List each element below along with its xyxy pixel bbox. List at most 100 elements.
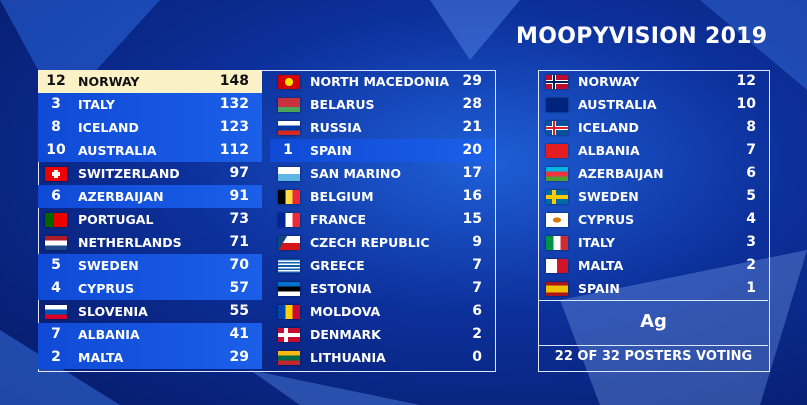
total-score: 9 (472, 234, 482, 250)
total-score: 17 (462, 165, 482, 181)
flag (278, 98, 300, 112)
flag (278, 236, 300, 250)
standing-row: RUSSIA 21 (270, 116, 494, 139)
country-name: CZECH REPUBLIC (310, 235, 430, 250)
flag (45, 236, 67, 250)
points-given: 1 (746, 280, 756, 296)
country-name: CYPRUS (78, 281, 135, 296)
vote-row: AUSTRALIA 10 (538, 93, 768, 116)
country-name: ITALY (78, 97, 115, 112)
standing-row: ESTONIA 7 (270, 277, 494, 300)
standing-row: SWITZERLAND 97 (38, 162, 262, 185)
points-given: 5 (746, 188, 756, 204)
flag (278, 259, 300, 273)
standing-row: 10 AUSTRALIA 112 (38, 139, 262, 162)
standing-row: 5 SWEDEN 70 (38, 254, 262, 277)
country-name: AZERBAIJAN (78, 189, 164, 204)
vote-row: MALTA 2 (538, 254, 768, 277)
total-score: 70 (229, 257, 249, 273)
voting-status: 22 OF 32 POSTERS VOTING (554, 349, 753, 364)
total-score: 15 (462, 211, 482, 227)
points-given: 6 (746, 165, 756, 181)
total-score: 16 (462, 188, 482, 204)
flag (546, 75, 568, 89)
flag (278, 121, 300, 135)
total-score: 0 (472, 349, 482, 365)
scoreboard-panel (38, 70, 496, 372)
flag (546, 259, 568, 273)
vote-row: SPAIN 1 (538, 277, 768, 300)
flag (45, 167, 67, 181)
total-score: 91 (229, 188, 249, 204)
standing-row: FRANCE 15 (270, 208, 494, 231)
standing-row: 4 CYPRUS 57 (38, 277, 262, 300)
total-score: 55 (229, 303, 249, 319)
standing-row: SAN MARINO 17 (270, 162, 494, 185)
total-score: 28 (462, 96, 482, 112)
country-name: ICELAND (78, 120, 139, 135)
country-name: MALTA (578, 258, 624, 273)
total-score: 20 (462, 142, 482, 158)
flag (546, 213, 568, 227)
standing-row: 6 AZERBAIJAN 91 (38, 185, 262, 208)
country-name: BELGIUM (310, 189, 374, 204)
points-awarded: 7 (51, 326, 61, 342)
voting-panel (538, 70, 770, 372)
title: MOOPYVISION 2019 (516, 24, 768, 49)
standing-row: 3 ITALY 132 (38, 93, 262, 116)
flag (546, 121, 568, 135)
total-score: 112 (219, 142, 249, 158)
standing-row: NETHERLANDS 71 (38, 231, 262, 254)
standing-row: SLOVENIA 55 (38, 300, 262, 323)
total-score: 29 (462, 73, 482, 89)
standing-row: 7 ALBANIA 41 (38, 323, 262, 346)
points-awarded: 4 (51, 280, 61, 296)
country-name: NORWAY (78, 74, 140, 89)
standing-row: GREECE 7 (270, 254, 494, 277)
country-name: ALBANIA (578, 143, 640, 158)
flag (546, 282, 568, 296)
country-name: ITALY (578, 235, 615, 250)
standing-row: 8 ICELAND 123 (38, 116, 262, 139)
flag (278, 167, 300, 181)
vote-row: ICELAND 8 (538, 116, 768, 139)
standing-row: DENMARK 2 (270, 323, 494, 346)
points-awarded: 6 (51, 188, 61, 204)
points-awarded: 12 (46, 73, 66, 89)
flag (546, 236, 568, 250)
flag (546, 190, 568, 204)
total-score: 6 (472, 303, 482, 319)
flag (45, 305, 67, 319)
flag (278, 190, 300, 204)
total-score: 97 (229, 165, 249, 181)
standing-row: BELGIUM 16 (270, 185, 494, 208)
points-given: 12 (736, 73, 756, 89)
country-name: AUSTRALIA (578, 97, 657, 112)
divider (538, 345, 768, 346)
flag (278, 282, 300, 296)
vote-row: AZERBAIJAN 6 (538, 162, 768, 185)
country-name: SPAIN (578, 281, 620, 296)
flag (278, 75, 300, 89)
country-name: ICELAND (578, 120, 639, 135)
flag (278, 213, 300, 227)
flag (278, 305, 300, 319)
total-score: 7 (472, 257, 482, 273)
standing-row: 12 NORWAY 148 (38, 70, 262, 93)
total-score: 29 (229, 349, 249, 365)
points-given: 7 (746, 142, 756, 158)
country-name: FRANCE (310, 212, 367, 227)
country-name: AUSTRALIA (78, 143, 157, 158)
flag (45, 213, 67, 227)
total-score: 123 (219, 119, 249, 135)
standing-row: MOLDOVA 6 (270, 300, 494, 323)
country-name: SPAIN (310, 143, 352, 158)
standing-row: 2 MALTA 29 (38, 346, 262, 369)
country-name: GREECE (310, 258, 365, 273)
total-score: 2 (472, 326, 482, 342)
points-given: 3 (746, 234, 756, 250)
standing-row: LITHUANIA 0 (270, 346, 494, 369)
country-name: BELARUS (310, 97, 375, 112)
country-name: MOLDOVA (310, 304, 381, 319)
